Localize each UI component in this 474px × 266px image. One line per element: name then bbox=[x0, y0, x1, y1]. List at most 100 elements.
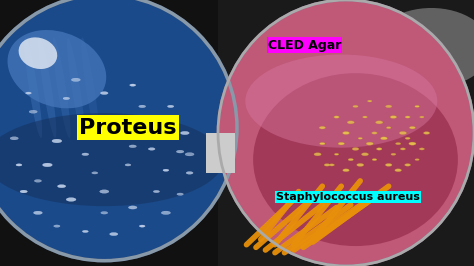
Ellipse shape bbox=[8, 30, 106, 108]
Ellipse shape bbox=[367, 100, 372, 102]
Ellipse shape bbox=[34, 180, 42, 182]
Ellipse shape bbox=[362, 153, 368, 156]
Text: Staphylococcus aureus: Staphylococcus aureus bbox=[276, 192, 420, 202]
Ellipse shape bbox=[18, 38, 57, 69]
Ellipse shape bbox=[16, 164, 22, 166]
Ellipse shape bbox=[92, 172, 98, 174]
Ellipse shape bbox=[109, 232, 118, 236]
Ellipse shape bbox=[405, 116, 410, 118]
Ellipse shape bbox=[38, 38, 56, 138]
Ellipse shape bbox=[101, 211, 108, 214]
Ellipse shape bbox=[245, 55, 437, 148]
Ellipse shape bbox=[0, 0, 237, 261]
Ellipse shape bbox=[24, 38, 42, 138]
Ellipse shape bbox=[405, 164, 410, 166]
Bar bbox=[0, 0, 218, 266]
Ellipse shape bbox=[167, 105, 174, 107]
Ellipse shape bbox=[67, 38, 85, 138]
Ellipse shape bbox=[186, 172, 193, 174]
Ellipse shape bbox=[53, 38, 71, 138]
Ellipse shape bbox=[386, 127, 391, 129]
Ellipse shape bbox=[390, 116, 397, 118]
Ellipse shape bbox=[34, 211, 42, 214]
Ellipse shape bbox=[177, 193, 183, 196]
Ellipse shape bbox=[314, 153, 321, 156]
Ellipse shape bbox=[329, 164, 335, 166]
Ellipse shape bbox=[82, 230, 88, 232]
Ellipse shape bbox=[415, 159, 419, 161]
Ellipse shape bbox=[130, 84, 136, 86]
Ellipse shape bbox=[391, 153, 396, 155]
Ellipse shape bbox=[319, 143, 325, 145]
Ellipse shape bbox=[72, 78, 80, 81]
Ellipse shape bbox=[366, 142, 373, 145]
Ellipse shape bbox=[399, 131, 407, 135]
Ellipse shape bbox=[376, 148, 382, 150]
Ellipse shape bbox=[148, 148, 155, 150]
Ellipse shape bbox=[0, 113, 224, 206]
Ellipse shape bbox=[125, 164, 131, 166]
Ellipse shape bbox=[410, 126, 415, 129]
Ellipse shape bbox=[81, 38, 99, 138]
Ellipse shape bbox=[185, 153, 194, 156]
Text: CLED Agar: CLED Agar bbox=[268, 39, 341, 52]
Ellipse shape bbox=[347, 121, 355, 124]
Ellipse shape bbox=[181, 131, 189, 135]
Ellipse shape bbox=[66, 198, 76, 201]
Ellipse shape bbox=[324, 164, 330, 166]
Bar bbox=[218, 0, 474, 266]
Ellipse shape bbox=[372, 132, 377, 134]
Text: Proteus: Proteus bbox=[79, 118, 177, 138]
Ellipse shape bbox=[343, 169, 349, 172]
Ellipse shape bbox=[372, 159, 377, 161]
Ellipse shape bbox=[139, 225, 145, 227]
Ellipse shape bbox=[352, 147, 359, 151]
Ellipse shape bbox=[139, 105, 146, 108]
Ellipse shape bbox=[395, 169, 401, 172]
Ellipse shape bbox=[358, 137, 363, 139]
Ellipse shape bbox=[334, 153, 339, 155]
Ellipse shape bbox=[253, 73, 458, 246]
Ellipse shape bbox=[357, 163, 364, 167]
Ellipse shape bbox=[43, 163, 52, 167]
Ellipse shape bbox=[26, 92, 31, 94]
Ellipse shape bbox=[176, 150, 184, 153]
Ellipse shape bbox=[114, 118, 123, 122]
Ellipse shape bbox=[148, 118, 155, 121]
Ellipse shape bbox=[338, 142, 345, 145]
Ellipse shape bbox=[372, 8, 474, 88]
Ellipse shape bbox=[353, 105, 358, 107]
Ellipse shape bbox=[363, 116, 367, 118]
Ellipse shape bbox=[54, 225, 60, 227]
Ellipse shape bbox=[423, 132, 430, 134]
Ellipse shape bbox=[401, 148, 405, 150]
Ellipse shape bbox=[52, 139, 62, 143]
Ellipse shape bbox=[82, 153, 89, 156]
Ellipse shape bbox=[218, 0, 474, 266]
Ellipse shape bbox=[409, 142, 416, 145]
Ellipse shape bbox=[381, 137, 387, 140]
Ellipse shape bbox=[57, 185, 66, 188]
Ellipse shape bbox=[163, 169, 169, 171]
Ellipse shape bbox=[63, 97, 70, 100]
Ellipse shape bbox=[82, 126, 89, 129]
Bar bbox=[206, 133, 235, 173]
Ellipse shape bbox=[319, 126, 326, 129]
Ellipse shape bbox=[161, 211, 171, 214]
Ellipse shape bbox=[10, 137, 18, 140]
Ellipse shape bbox=[395, 143, 401, 145]
Ellipse shape bbox=[419, 116, 424, 118]
Ellipse shape bbox=[375, 121, 383, 124]
Ellipse shape bbox=[162, 126, 170, 129]
Ellipse shape bbox=[419, 148, 424, 150]
Ellipse shape bbox=[348, 159, 354, 161]
Ellipse shape bbox=[128, 206, 137, 209]
Ellipse shape bbox=[100, 190, 109, 193]
Ellipse shape bbox=[153, 190, 160, 193]
Ellipse shape bbox=[385, 164, 392, 166]
Ellipse shape bbox=[100, 92, 108, 94]
Ellipse shape bbox=[343, 131, 349, 135]
Ellipse shape bbox=[129, 145, 137, 148]
Ellipse shape bbox=[29, 110, 37, 113]
Ellipse shape bbox=[405, 137, 410, 139]
